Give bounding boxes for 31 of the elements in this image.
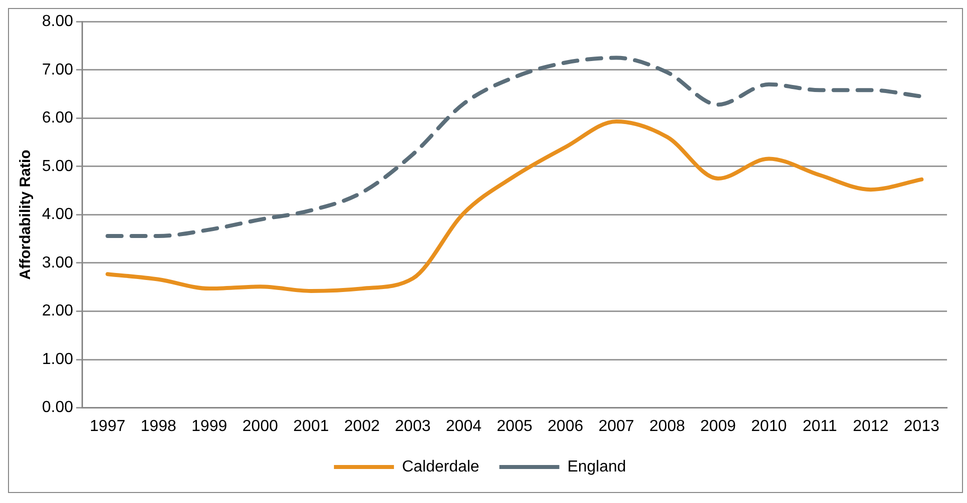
legend-label: Calderdale xyxy=(402,458,480,476)
x-tick-label: 2013 xyxy=(904,418,940,435)
x-tick-label: 1998 xyxy=(140,418,176,435)
x-tick-label: 2010 xyxy=(751,418,787,435)
x-tick-label: 2012 xyxy=(852,418,889,435)
x-tick-label: 2007 xyxy=(598,418,634,435)
x-tick-label: 1999 xyxy=(192,418,228,435)
x-tick-label: 2009 xyxy=(700,418,736,435)
x-tick-label: 2008 xyxy=(649,418,686,435)
y-tick-label: 0.00 xyxy=(42,399,74,416)
y-tick-label: 8.00 xyxy=(42,13,74,30)
x-tick-label: 2011 xyxy=(802,418,838,435)
x-tick-label: 2006 xyxy=(548,418,584,435)
x-tick-label: 1997 xyxy=(90,418,126,435)
x-tick-label: 2004 xyxy=(446,418,482,435)
line-series xyxy=(106,56,924,238)
y-tick-label: 5.00 xyxy=(42,158,74,175)
y-tick-label: 4.00 xyxy=(42,206,74,224)
y-tick-label: 3.00 xyxy=(42,254,74,272)
x-tick-label: 2003 xyxy=(395,418,431,435)
y-tick-label: 1.00 xyxy=(42,350,74,368)
legend-label: England xyxy=(567,458,626,476)
y-tick-label: 6.00 xyxy=(42,110,74,127)
x-tick-label: 2005 xyxy=(496,418,532,435)
line-series xyxy=(106,120,924,293)
x-tick-label: 2001 xyxy=(293,418,329,435)
x-tick-label: 2002 xyxy=(344,418,380,435)
x-tick-label: 2000 xyxy=(242,418,278,435)
y-axis-title: Affordability Ratio xyxy=(17,150,34,280)
y-tick-label: 7.00 xyxy=(42,61,74,78)
y-tick-label: 2.00 xyxy=(42,302,74,320)
